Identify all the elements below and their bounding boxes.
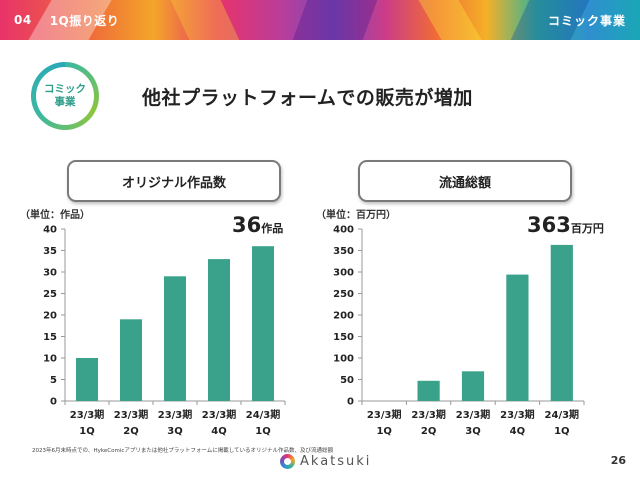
page-title: 他社プラットフォームでの販売が増加 (142, 87, 473, 109)
left-chart-x-tick-label: 23/3期 (70, 408, 105, 421)
badge-line-2: 事業 (54, 96, 76, 108)
left-chart-x-tick-label: 1Q (255, 426, 270, 437)
left-chart-x-tick-label: 23/3期 (158, 408, 193, 421)
right-chart-y-tick-label: 200 (333, 311, 354, 322)
right-chart-bar (417, 380, 440, 401)
left-chart-y-tick-label: 10 (43, 354, 57, 365)
footnote: 2023年6月末時点での、HykeComicアプリまたは他社プラットフォームに掲… (32, 448, 334, 454)
logo-text: Akatsuki (300, 454, 372, 469)
left-chart-x-tick-label: 24/3期 (246, 408, 281, 421)
left-chart-bar (208, 259, 230, 401)
right-chart-x-tick-label: 4Q (510, 426, 525, 437)
logo-icon (280, 454, 295, 469)
left-chart-bar (120, 319, 142, 401)
right-chart-x-tick-label: 1Q (554, 426, 569, 437)
right-chart-heading: 流通総額 (438, 175, 491, 191)
left-chart-x-tick-label: 3Q (167, 426, 182, 437)
left-chart-y-tick-label: 30 (43, 268, 57, 279)
left-chart-y-tick-label: 15 (43, 332, 57, 343)
page-number: 26 (610, 454, 626, 467)
right-chart-y-tick-label: 300 (333, 268, 354, 279)
left-chart-y-tick-label: 25 (43, 289, 57, 300)
section-title: 1Q振り返り (49, 13, 120, 28)
right-chart-y-tick-label: 100 (333, 354, 354, 365)
company-logo: Akatsuki (280, 454, 371, 469)
left-chart-y-tick-label: 20 (43, 311, 57, 322)
right-chart-x-tick-label: 2Q (421, 426, 436, 437)
section-number: 04 (14, 13, 32, 27)
category-label: コミック事業 (547, 13, 626, 28)
left-chart-bar (164, 276, 186, 401)
right-chart-y-tick-label: 0 (347, 397, 354, 408)
right-chart-y-tick-label: 350 (333, 246, 354, 257)
right-chart-bar (461, 371, 485, 401)
right-chart-x-tick-label: 23/3期 (456, 408, 491, 421)
left-total-unit: 作品 (261, 222, 284, 235)
section-label: 04 1Q振り返り (0, 0, 119, 40)
badge-line-1: コミック (44, 83, 86, 95)
right-chart-y-tick-label: 250 (333, 289, 354, 300)
left-chart-x-tick-label: 4Q (211, 426, 226, 437)
left-chart-y-tick-label: 40 (43, 225, 57, 236)
left-total-value: 36 (232, 213, 262, 237)
right-chart-x-tick-label: 24/3期 (545, 408, 580, 421)
left-chart-x-tick-label: 2Q (123, 426, 138, 437)
left-chart-y-tick-label: 5 (50, 375, 57, 386)
right-chart-x-tick-label: 1Q (376, 426, 391, 437)
right-chart-bar (550, 244, 573, 401)
left-chart-heading-box: オリジナル作品数 (67, 160, 281, 202)
right-chart-x-tick-label: 23/3期 (500, 408, 535, 421)
header-banner: 04 1Q振り返り コミック事業 (0, 0, 640, 40)
right-chart-y-tick-label: 400 (333, 225, 354, 236)
left-chart-x-tick-label: 23/3期 (202, 408, 237, 421)
right-chart-y-tick-label: 50 (340, 375, 354, 386)
right-chart-unit: （単位：百万円） (316, 210, 396, 221)
left-chart-x-tick-label: 1Q (79, 426, 94, 437)
right-chart-heading-box: 流通総額 (358, 160, 572, 202)
left-chart-unit: （単位：作品） (20, 210, 90, 221)
left-chart-y-tick-label: 0 (50, 397, 57, 408)
right-chart-x-tick-label: 23/3期 (411, 408, 446, 421)
left-chart-x-tick-label: 23/3期 (114, 408, 149, 421)
left-chart-bar (76, 358, 98, 401)
right-chart-x-tick-label: 3Q (465, 426, 480, 437)
badge-inner: コミック 事業 (36, 67, 94, 125)
right-total-value: 363 (527, 213, 571, 237)
right-chart-total: 363百万円 (527, 213, 604, 237)
right-total-unit: 百万円 (570, 222, 604, 235)
right-chart-x-tick-label: 23/3期 (367, 408, 402, 421)
left-chart-heading: オリジナル作品数 (121, 175, 226, 191)
right-chart-bar (506, 274, 529, 401)
left-chart-total: 36作品 (232, 213, 283, 237)
category-badge: コミック 事業 (31, 62, 99, 130)
right-chart-y-tick-label: 150 (333, 332, 354, 343)
left-chart-bar (252, 246, 274, 401)
left-chart-y-tick-label: 35 (43, 246, 57, 257)
